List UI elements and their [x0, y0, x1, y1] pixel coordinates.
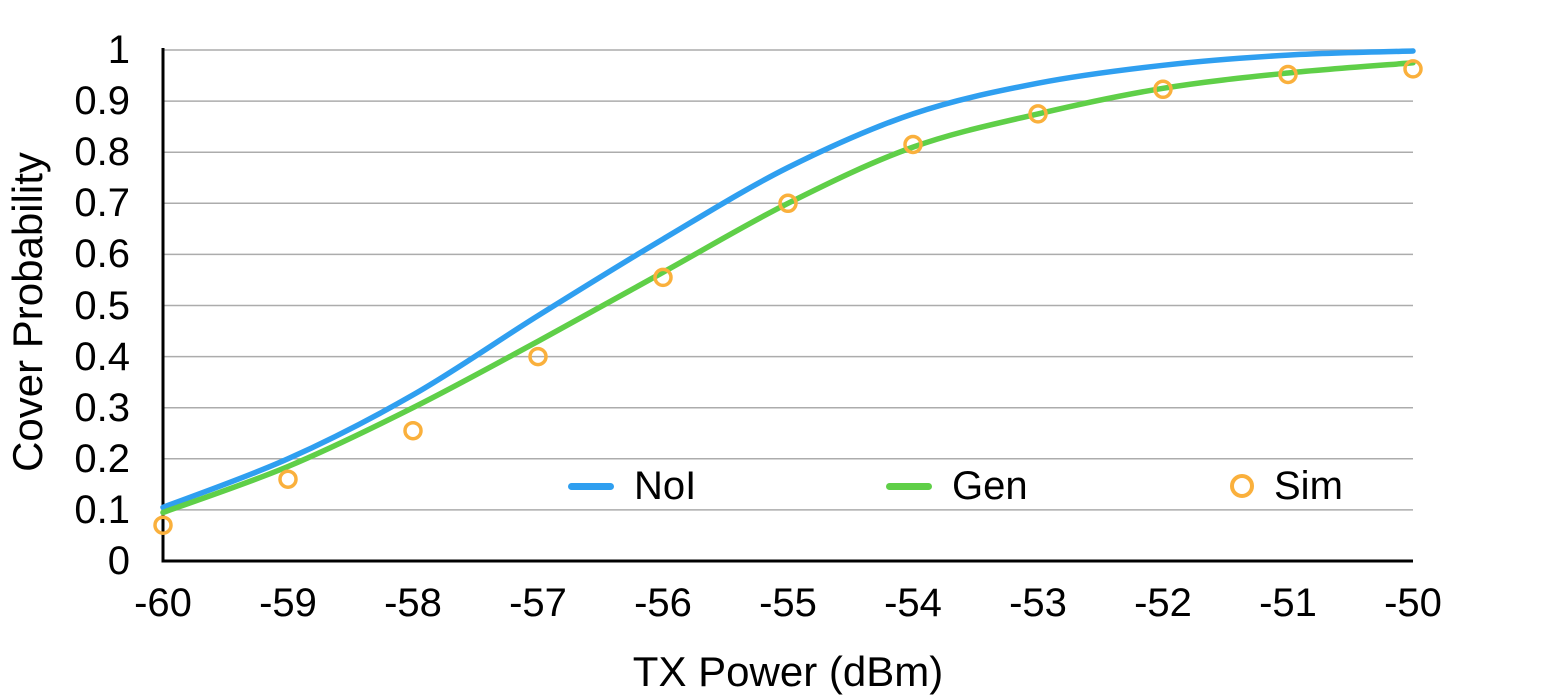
sim-marker — [403, 420, 423, 441]
sim-circle-swatch-icon — [1230, 474, 1254, 498]
legend-item-gen: Gen — [886, 460, 1028, 512]
x-axis-title: TX Power (dBm) — [632, 648, 944, 695]
y-tick-label: 0.2 — [74, 436, 130, 481]
legend-item-noi: NoI — [568, 460, 696, 512]
legend-label-sim: Sim — [1274, 464, 1343, 508]
y-tick-label: 0.4 — [74, 334, 130, 379]
y-tick-label: 1 — [107, 28, 130, 72]
x-tick-label: -51 — [1259, 581, 1317, 625]
sim-marker — [1028, 104, 1048, 124]
y-tick-label: 0.7 — [74, 181, 130, 226]
gen-curve — [160, 60, 1416, 516]
legend-label-gen: Gen — [952, 464, 1028, 508]
sim-marker — [778, 193, 798, 214]
x-tick-label: -59 — [259, 581, 317, 625]
y-tick-label: 0.1 — [74, 487, 130, 532]
x-tick-label: -58 — [384, 581, 442, 625]
legend-item-sim: Sim — [1230, 460, 1343, 512]
y-tick-label: 0.9 — [74, 79, 130, 124]
x-tick-label: -57 — [509, 581, 567, 625]
sim-marker — [153, 515, 173, 535]
y-tick-label: 0.8 — [74, 130, 130, 175]
x-tick-label: -56 — [634, 581, 692, 625]
noi-curve — [160, 48, 1416, 511]
y-tick-label: 0.6 — [74, 232, 130, 277]
legend-label-noi: NoI — [634, 464, 697, 508]
x-tick-label: -50 — [1384, 581, 1442, 625]
x-tick-label: -54 — [884, 581, 942, 625]
y-tick-label: 0.3 — [74, 385, 130, 430]
y-tick-label: 0 — [107, 539, 130, 583]
sim-marker — [903, 134, 923, 155]
x-tick-label: -52 — [1134, 581, 1192, 625]
noi-line-swatch-icon — [568, 482, 614, 490]
sim-marker — [1403, 59, 1423, 79]
y-axis-title: Cover Probability — [4, 152, 51, 472]
sim-marker — [1153, 79, 1173, 100]
x-tick-label: -53 — [1009, 581, 1067, 625]
sim-marker — [278, 469, 298, 489]
sim-marker — [528, 346, 548, 367]
y-tick-label: 0.5 — [74, 283, 130, 328]
sim-marker — [653, 267, 673, 288]
x-tick-label: -55 — [759, 581, 817, 625]
x-tick-label: -60 — [134, 581, 192, 625]
sim-marker — [1278, 64, 1298, 85]
gen-line-swatch-icon — [886, 482, 932, 490]
